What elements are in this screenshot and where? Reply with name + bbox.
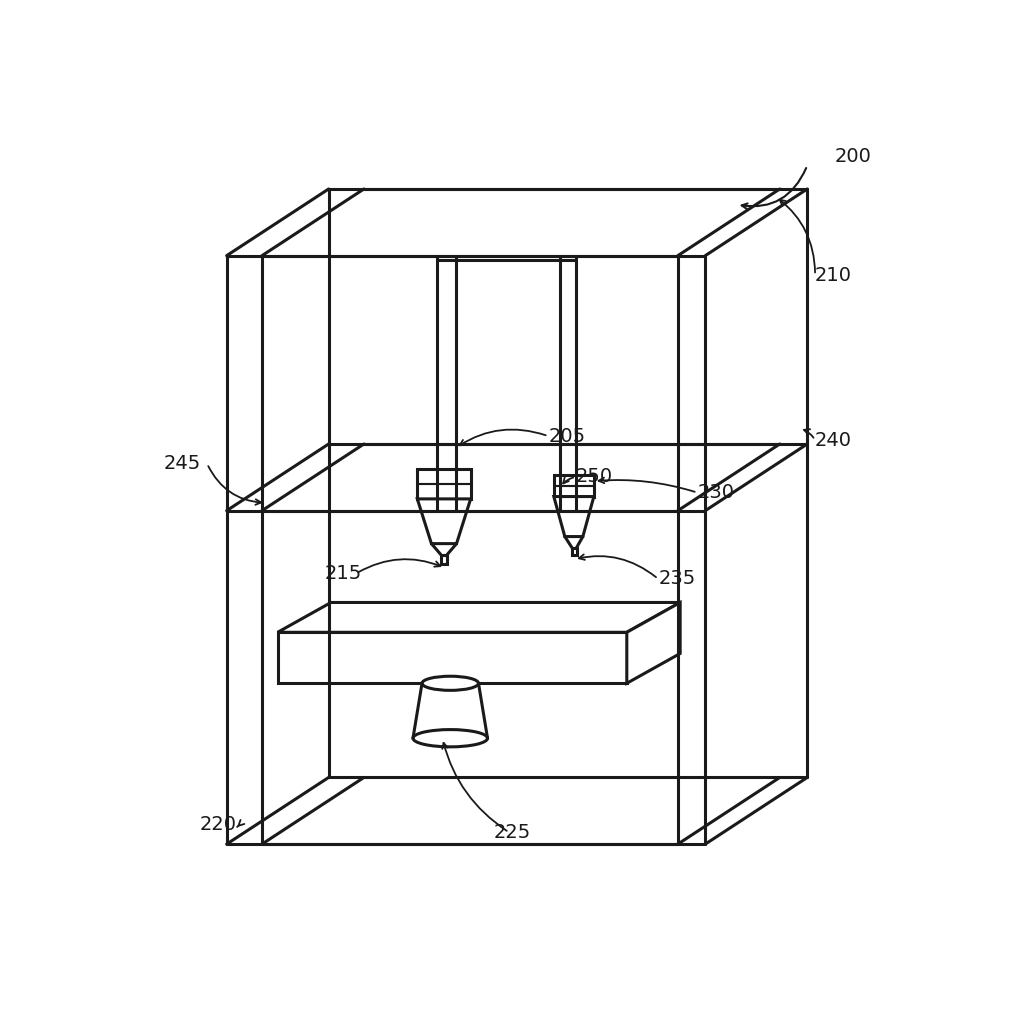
Text: 220: 220 (200, 815, 237, 834)
Polygon shape (418, 499, 471, 543)
Text: 230: 230 (697, 483, 734, 502)
Ellipse shape (422, 677, 478, 690)
Text: 205: 205 (548, 427, 586, 445)
Text: 215: 215 (325, 564, 361, 583)
Text: 200: 200 (835, 148, 871, 166)
Polygon shape (278, 602, 680, 632)
Bar (278, 632, 627, 684)
Bar (554, 475, 594, 496)
Polygon shape (627, 602, 680, 684)
Ellipse shape (413, 730, 487, 747)
Text: 245: 245 (164, 454, 201, 473)
Text: 225: 225 (494, 823, 530, 842)
Text: 235: 235 (658, 570, 695, 588)
Polygon shape (554, 496, 594, 537)
Bar (418, 469, 471, 499)
Text: 240: 240 (815, 431, 852, 449)
Text: 250: 250 (575, 468, 613, 486)
Bar (571, 547, 577, 555)
Bar (441, 554, 447, 565)
Text: 210: 210 (815, 266, 852, 284)
